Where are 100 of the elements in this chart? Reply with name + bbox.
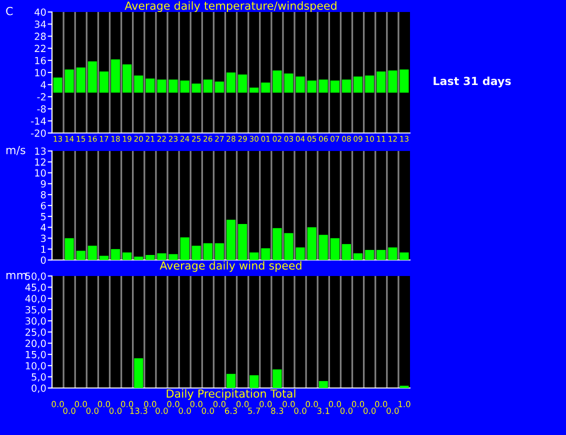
data-label: 0.0 xyxy=(190,400,202,408)
y-tick-label: 13 xyxy=(35,147,46,155)
y-tick-label: 5,0 xyxy=(32,373,46,382)
bar xyxy=(192,84,201,93)
y-tick-label: 28 xyxy=(34,32,46,40)
bar xyxy=(157,80,166,93)
data-label: 0.0 xyxy=(236,400,249,408)
bar xyxy=(330,238,340,260)
bar xyxy=(64,69,74,93)
bar xyxy=(354,76,363,93)
bar xyxy=(388,247,398,260)
y-tick-label: 6 xyxy=(40,202,46,210)
y-tick-label: 45,0 xyxy=(25,284,46,292)
y-axis-title: m/s xyxy=(6,146,26,156)
bar xyxy=(400,69,409,93)
y-tick-label: 40,0 xyxy=(25,294,46,304)
bar xyxy=(180,237,190,260)
bar xyxy=(261,82,270,93)
data-label: 0.0 xyxy=(144,400,156,408)
bar xyxy=(122,64,132,93)
bar xyxy=(376,250,386,260)
bar xyxy=(354,253,363,260)
y-tick-label: -8 xyxy=(37,105,46,113)
bar xyxy=(307,227,316,260)
bar xyxy=(400,252,409,260)
bar xyxy=(88,61,97,93)
bar xyxy=(76,67,86,93)
bar xyxy=(157,253,166,260)
data-label: 0.0 xyxy=(156,408,168,414)
data-label: 0.0 xyxy=(86,408,98,414)
bar xyxy=(134,256,144,260)
y-tick-label: 16 xyxy=(35,56,46,64)
y-tick-label: 0 xyxy=(40,256,46,264)
bar xyxy=(203,80,212,93)
y-tick-label: 20,0 xyxy=(26,340,46,348)
bar xyxy=(168,254,178,260)
bar xyxy=(307,80,316,93)
y-tick-label: 12 xyxy=(35,158,46,166)
bar xyxy=(134,76,144,93)
bar xyxy=(111,249,120,260)
data-label: 0.0 xyxy=(52,400,64,408)
chart-title: Average daily temperature/windspeed xyxy=(124,1,336,12)
bar xyxy=(203,243,212,260)
y-tick-label: 34 xyxy=(34,20,46,28)
y-tick-label: -2 xyxy=(37,93,46,100)
y-tick-label: 25,0 xyxy=(26,328,46,337)
bar xyxy=(365,76,374,93)
bar xyxy=(76,250,86,260)
data-label: 0.0 xyxy=(352,400,364,408)
bar xyxy=(250,252,259,260)
data-label: 3.1 xyxy=(317,408,330,414)
y-tick-label: 10 xyxy=(35,169,46,177)
bar xyxy=(296,247,305,260)
bar xyxy=(284,74,294,93)
y-tick-label: 9 xyxy=(40,180,46,188)
data-label: 0.0 xyxy=(260,400,272,408)
data-label: 0.0 xyxy=(364,408,376,414)
bar xyxy=(226,220,236,260)
y-tick-label: 40 xyxy=(34,8,46,16)
bar xyxy=(146,254,155,260)
y-axis-title: mm xyxy=(6,272,26,280)
bar xyxy=(272,369,282,388)
bar xyxy=(342,80,351,93)
y-tick-label: 3 xyxy=(41,234,46,242)
bar xyxy=(168,80,178,93)
bar xyxy=(318,381,328,388)
y-tick-label: -20 xyxy=(31,129,46,137)
data-label: 0.0 xyxy=(74,400,87,408)
bar xyxy=(88,246,97,260)
data-label: 5.7 xyxy=(248,408,260,414)
bar xyxy=(226,72,236,93)
data-label: 0.0 xyxy=(213,400,226,408)
data-label: 0.0 xyxy=(328,400,342,408)
bar xyxy=(238,224,248,260)
y-tick-label: 15,0 xyxy=(26,350,46,360)
data-label: 0.0 xyxy=(306,400,318,408)
bar xyxy=(64,238,74,260)
bar xyxy=(238,74,248,93)
data-label: 13.3 xyxy=(130,408,148,414)
data-label: 1.0 xyxy=(398,400,410,408)
data-label: 0.0 xyxy=(178,408,191,414)
y-tick-label: 8 xyxy=(40,191,46,198)
y-axis-title: C xyxy=(6,6,13,16)
y-tick-label: 0,0 xyxy=(32,384,46,393)
bar xyxy=(296,76,305,93)
bar xyxy=(214,82,224,93)
bar xyxy=(122,252,132,260)
y-tick-label: 10 xyxy=(35,68,46,76)
bar xyxy=(376,71,386,93)
y-tick-label: 1 xyxy=(41,246,46,253)
data-label: 0.0 xyxy=(167,400,180,408)
y-tick-label: -14 xyxy=(31,118,46,125)
data-label: 0.0 xyxy=(120,400,134,408)
data-label: 0.0 xyxy=(294,408,306,414)
bar xyxy=(284,233,294,260)
y-tick-label: 35,0 xyxy=(26,306,46,314)
bar xyxy=(180,80,190,93)
data-label: 8.3 xyxy=(271,408,284,414)
bar xyxy=(272,70,282,93)
bar xyxy=(388,70,398,93)
